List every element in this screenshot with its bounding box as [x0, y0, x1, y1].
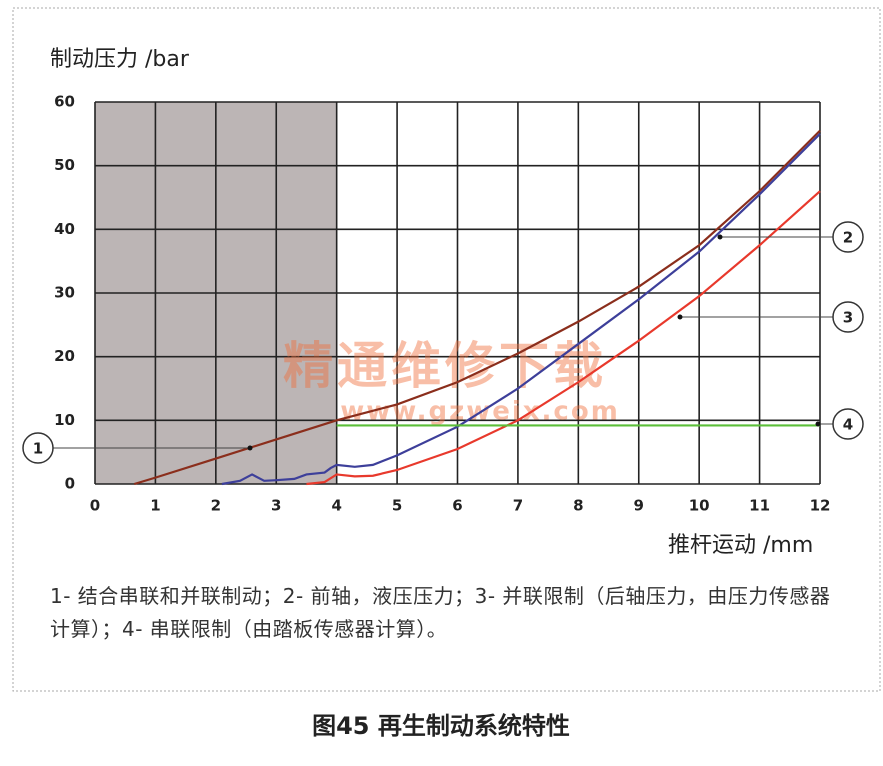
line	[306, 190, 821, 486]
frame	[12, 7, 881, 692]
line	[221, 133, 821, 486]
x-tick-label: 7	[513, 497, 523, 515]
x-axis-label: 推杆运动 /mm	[668, 533, 813, 558]
callout-label: 3	[843, 309, 853, 327]
anchor-dot	[247, 445, 253, 451]
callout-label: 2	[843, 229, 853, 247]
callout-circle	[832, 301, 864, 333]
x-tick-label: 8	[573, 497, 583, 515]
caption: 1- 结合串联和并联制动；2- 前轴，液压压力；3- 并联限制（后轴压力，由压力…	[50, 584, 831, 641]
y-axis-label: 制动压力 /bar	[50, 47, 190, 72]
x-tick-label: 1	[150, 497, 160, 515]
callout-circle	[832, 221, 864, 253]
y-tick-label: 40	[54, 220, 75, 238]
callout-label: 4	[843, 416, 853, 434]
figure-title: 图45 再生制动系统特性	[312, 712, 570, 740]
x-tick-label: 11	[749, 497, 770, 515]
anchor-dot	[677, 314, 683, 320]
x-tick-label: 12	[810, 497, 831, 515]
y-tick-label: 20	[54, 347, 75, 365]
callout-label: 1	[33, 440, 43, 458]
anchor-dot	[815, 421, 821, 427]
x-tick-label: 10	[689, 497, 710, 515]
x-tick-label: 9	[634, 497, 644, 515]
x-tick-label: 5	[392, 497, 402, 515]
x-tick-label: 4	[331, 497, 341, 515]
anchor-dot	[717, 234, 723, 240]
line	[133, 129, 821, 486]
y-tick-label: 0	[65, 475, 75, 493]
y-tick-label: 10	[54, 411, 75, 429]
callout-circle	[832, 408, 864, 440]
x-tick-label: 0	[90, 497, 100, 515]
y-tick-label: 60	[54, 93, 75, 111]
callout-circle	[22, 432, 54, 464]
y-tick-label: 50	[54, 156, 75, 174]
x-tick-label: 3	[271, 497, 281, 515]
watermark: www.gzweix.com	[340, 397, 620, 427]
x-tick-label: 2	[211, 497, 221, 515]
y-tick-label: 30	[54, 284, 75, 302]
x-tick-label: 6	[452, 497, 462, 515]
